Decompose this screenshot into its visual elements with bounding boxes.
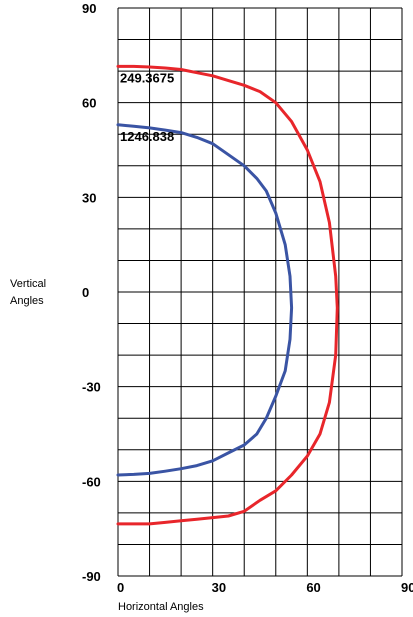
x-tick-label: 90 bbox=[401, 580, 413, 595]
y-tick-label: 0 bbox=[82, 285, 89, 300]
y-tick-label: 60 bbox=[82, 96, 96, 111]
series-line-1 bbox=[116, 64, 339, 526]
series-line-2 bbox=[116, 123, 294, 477]
y-tick-label: -60 bbox=[82, 474, 101, 489]
y-tick-label: -30 bbox=[82, 380, 101, 395]
series-label-1: 249.3675 bbox=[120, 70, 174, 85]
x-tick-label: 60 bbox=[306, 580, 320, 595]
series-label-2: 1246.838 bbox=[120, 129, 174, 144]
y-tick-label: 30 bbox=[82, 190, 96, 205]
y-tick-label: -90 bbox=[82, 569, 101, 584]
x-tick-label: 0 bbox=[117, 580, 124, 595]
y-axis-title-line: Angles bbox=[10, 295, 44, 307]
labels: 249.3675 1246.838 90 60 30 0 -30 -60 -90 0 30 60 90 H… bbox=[10, 1, 413, 613]
x-tick-label: 30 bbox=[212, 580, 226, 595]
y-tick-label: 90 bbox=[82, 1, 96, 16]
series-group bbox=[116, 64, 339, 526]
x-axis-title: Horizontal Angles bbox=[118, 601, 204, 613]
y-axis-title-line: Vertical bbox=[10, 278, 46, 290]
